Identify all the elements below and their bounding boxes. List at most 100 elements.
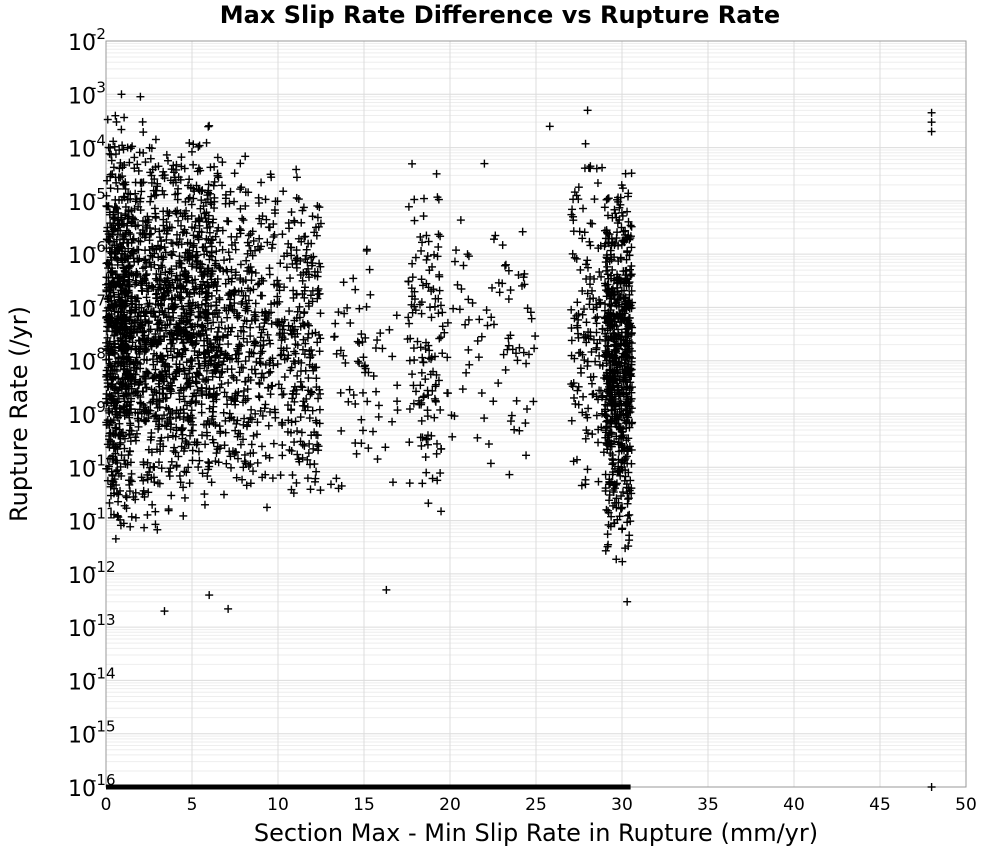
scatter-point (147, 229, 156, 238)
scatter-point (294, 195, 303, 204)
scatter-point (132, 365, 141, 374)
scatter-point (598, 163, 607, 172)
scatter-point (116, 334, 125, 343)
scatter-point (141, 255, 150, 264)
scatter-point (204, 465, 213, 474)
scatter-point (198, 387, 207, 396)
scatter-point (104, 323, 113, 332)
scatter-point (158, 368, 167, 377)
scatter-point (242, 256, 251, 265)
scatter-point (506, 417, 515, 426)
scatter-point (339, 278, 348, 287)
scatter-point (172, 414, 181, 423)
x-tick-label: 40 (783, 795, 805, 815)
scatter-point (215, 444, 224, 453)
scatter-point (334, 308, 343, 317)
scatter-point (171, 448, 180, 457)
scatter-point (213, 313, 222, 322)
scatter-point (315, 405, 324, 414)
scatter-point (121, 287, 130, 296)
scatter-point (160, 277, 169, 286)
scatter-point (102, 372, 111, 381)
scatter-point (573, 386, 582, 395)
scatter-point (140, 348, 149, 357)
scatter-point (155, 227, 164, 236)
scatter-point (131, 488, 140, 497)
scatter-point (126, 421, 135, 430)
scatter-point (112, 367, 121, 376)
scatter-point (218, 181, 227, 190)
scatter-point (410, 195, 419, 204)
scatter-point (153, 320, 162, 329)
scatter-point (601, 470, 610, 479)
scatter-point (189, 329, 198, 338)
scatter-point (106, 454, 115, 463)
scatter-point (125, 447, 134, 456)
scatter-point (191, 282, 200, 291)
scatter-point (573, 329, 582, 338)
scatter-point (168, 304, 177, 313)
scatter-point (150, 191, 159, 200)
scatter-point (208, 393, 217, 402)
scatter-point (224, 604, 233, 613)
scatter-point (210, 197, 219, 206)
y-tick-label: 10-8 (68, 345, 106, 376)
scatter-point (142, 293, 151, 302)
scatter-point (134, 312, 143, 321)
scatter-point (411, 253, 420, 262)
scatter-point (106, 382, 115, 391)
scatter-point (230, 197, 239, 206)
scatter-point (196, 307, 205, 316)
scatter-point (103, 115, 112, 124)
scatter-point (137, 279, 146, 288)
scatter-point (166, 464, 175, 473)
scatter-point (187, 147, 196, 156)
scatter-point (207, 252, 216, 261)
scatter-point (150, 204, 159, 213)
scatter-point (191, 398, 200, 407)
y-tick-exponent: -12 (91, 558, 116, 576)
scatter-point (193, 301, 202, 310)
y-tick-exponent: -8 (91, 345, 106, 363)
scatter-point (592, 411, 601, 420)
scatter-point (927, 127, 936, 136)
scatter-point (219, 490, 228, 499)
scatter-point (207, 242, 216, 251)
scatter-point (209, 418, 218, 427)
scatter-point (249, 467, 258, 476)
y-tick-exponent: -3 (91, 78, 106, 96)
scatter-point (278, 451, 287, 460)
scatter-point (576, 265, 585, 274)
x-tick-label: 45 (869, 795, 891, 815)
scatter-point (232, 473, 241, 482)
scatter-point (405, 438, 414, 447)
scatter-point (258, 291, 267, 300)
scatter-point (180, 267, 189, 276)
scatter-point (344, 397, 353, 406)
scatter-point (159, 284, 168, 293)
scatter-point (180, 164, 189, 173)
scatter-point (162, 235, 171, 244)
scatter-point (230, 169, 239, 178)
scatter-point (113, 445, 122, 454)
scatter-point (154, 458, 163, 467)
scatter-point (162, 422, 171, 431)
scatter-point (127, 477, 136, 486)
scatter-point (306, 485, 315, 494)
scatter-point (187, 362, 196, 371)
scatter-point (263, 238, 272, 247)
scatter-point (139, 476, 148, 485)
scatter-point (114, 307, 123, 316)
scatter-point (171, 369, 180, 378)
scatter-point (194, 463, 203, 472)
scatter-point (136, 342, 145, 351)
scatter-point (164, 312, 173, 321)
scatter-point (186, 399, 195, 408)
scatter-point (111, 357, 120, 366)
scatter-point (627, 262, 636, 271)
scatter-point (197, 400, 206, 409)
scatter-point (109, 510, 118, 519)
scatter-point (163, 156, 172, 165)
scatter-point (133, 270, 142, 279)
scatter-point (477, 389, 486, 398)
